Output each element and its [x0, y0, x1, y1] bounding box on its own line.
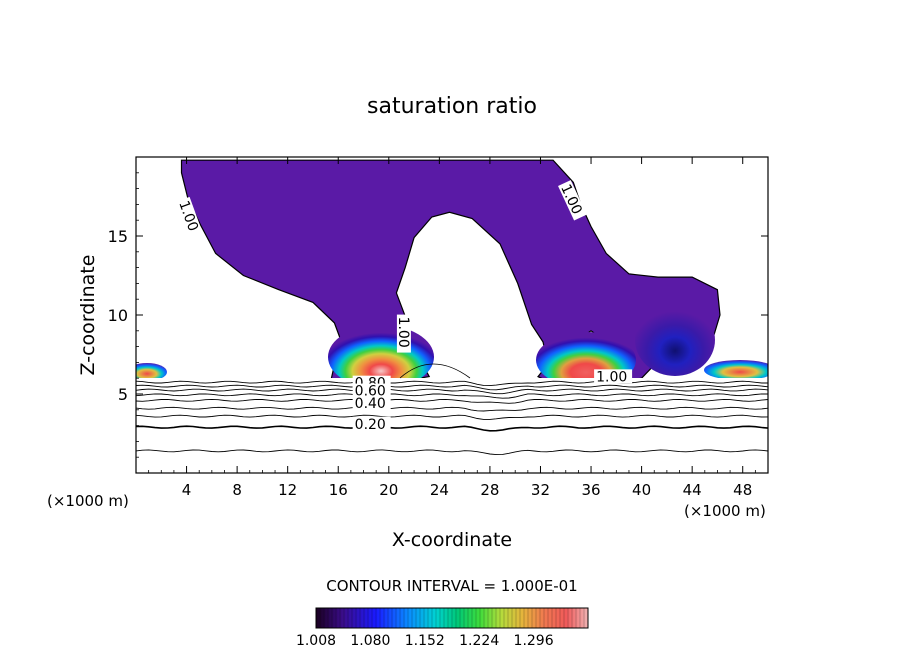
colorbar-ticks: 1.008 1.080 1.152 1.224 1.296 — [296, 633, 554, 649]
contour-label: 0.60 — [355, 384, 386, 400]
y-axis-label: Z-coordinate — [77, 255, 99, 376]
contour-label-bg — [352, 383, 391, 398]
contour-bump — [399, 363, 471, 379]
x-unit-left: (×1000 m) — [47, 492, 129, 510]
colorbar — [315, 607, 589, 629]
cloud-core-42km — [635, 304, 715, 376]
contour-line — [136, 384, 768, 391]
y-tick-label: 10 — [108, 306, 128, 325]
contour-label-bg — [558, 180, 587, 221]
colorbar-tick-label: 1.080 — [350, 633, 390, 649]
contour-line — [136, 414, 768, 420]
contour-label-bg — [396, 314, 411, 353]
contour-label-bg — [352, 396, 391, 411]
y-axis: 5 10 15 — [108, 172, 768, 458]
colorbar-stripes — [319, 608, 585, 628]
cloud-core-left-edge — [136, 363, 167, 381]
colorbar-tick-label: 1.224 — [459, 633, 499, 649]
x-tick-label: 4 — [182, 481, 192, 499]
x-tick-label: 20 — [379, 481, 398, 499]
x-axis-label: X-coordinate — [392, 529, 512, 551]
x-axis: 4 8 12 16 20 24 28 32 36 40 44 48 — [148, 157, 756, 499]
x-tick-label: 32 — [531, 481, 550, 499]
contour-line — [136, 388, 768, 395]
x-tick-label: 28 — [480, 481, 499, 499]
contour-line — [136, 406, 768, 412]
x-tick-label: 44 — [683, 481, 702, 499]
contour-line — [136, 393, 768, 399]
contour-label: 1.00 — [395, 317, 411, 348]
contour-label: 1.00 — [596, 369, 627, 385]
x-tick-label: 36 — [581, 481, 600, 499]
contour-label: 0.20 — [355, 417, 386, 433]
contour-line — [136, 449, 768, 456]
colorbar-tick-label: 1.008 — [296, 633, 336, 649]
colorbar-tick-label: 1.296 — [514, 633, 554, 649]
contour-interval: CONTOUR INTERVAL = 1.000E-01 — [326, 577, 577, 595]
x-unit-right: (×1000 m) — [684, 502, 766, 520]
x-tick-label: 48 — [733, 481, 752, 499]
y-tick-label: 5 — [118, 385, 128, 404]
contour-label-bg — [352, 416, 391, 431]
x-tick-label: 24 — [430, 481, 449, 499]
contour-line — [136, 425, 768, 432]
contour-lines — [136, 380, 768, 456]
contour-line — [136, 380, 768, 387]
low-layer-mask — [136, 378, 768, 473]
cloud-core-right-edge — [704, 360, 768, 380]
contour-line — [136, 398, 768, 404]
contour-label-bg — [176, 196, 203, 238]
chart-title: saturation ratio — [367, 94, 537, 119]
x-tick-label: 40 — [632, 481, 651, 499]
plot-area — [136, 159, 768, 473]
contour-label-bg — [594, 369, 633, 384]
x-tick-label: 8 — [232, 481, 242, 499]
y-tick-label: 15 — [108, 227, 128, 246]
x-tick-label: 16 — [329, 481, 348, 499]
x-tick-label: 12 — [278, 481, 297, 499]
contour-label: 0.40 — [355, 396, 386, 412]
colorbar-tick-label: 1.152 — [405, 633, 445, 649]
